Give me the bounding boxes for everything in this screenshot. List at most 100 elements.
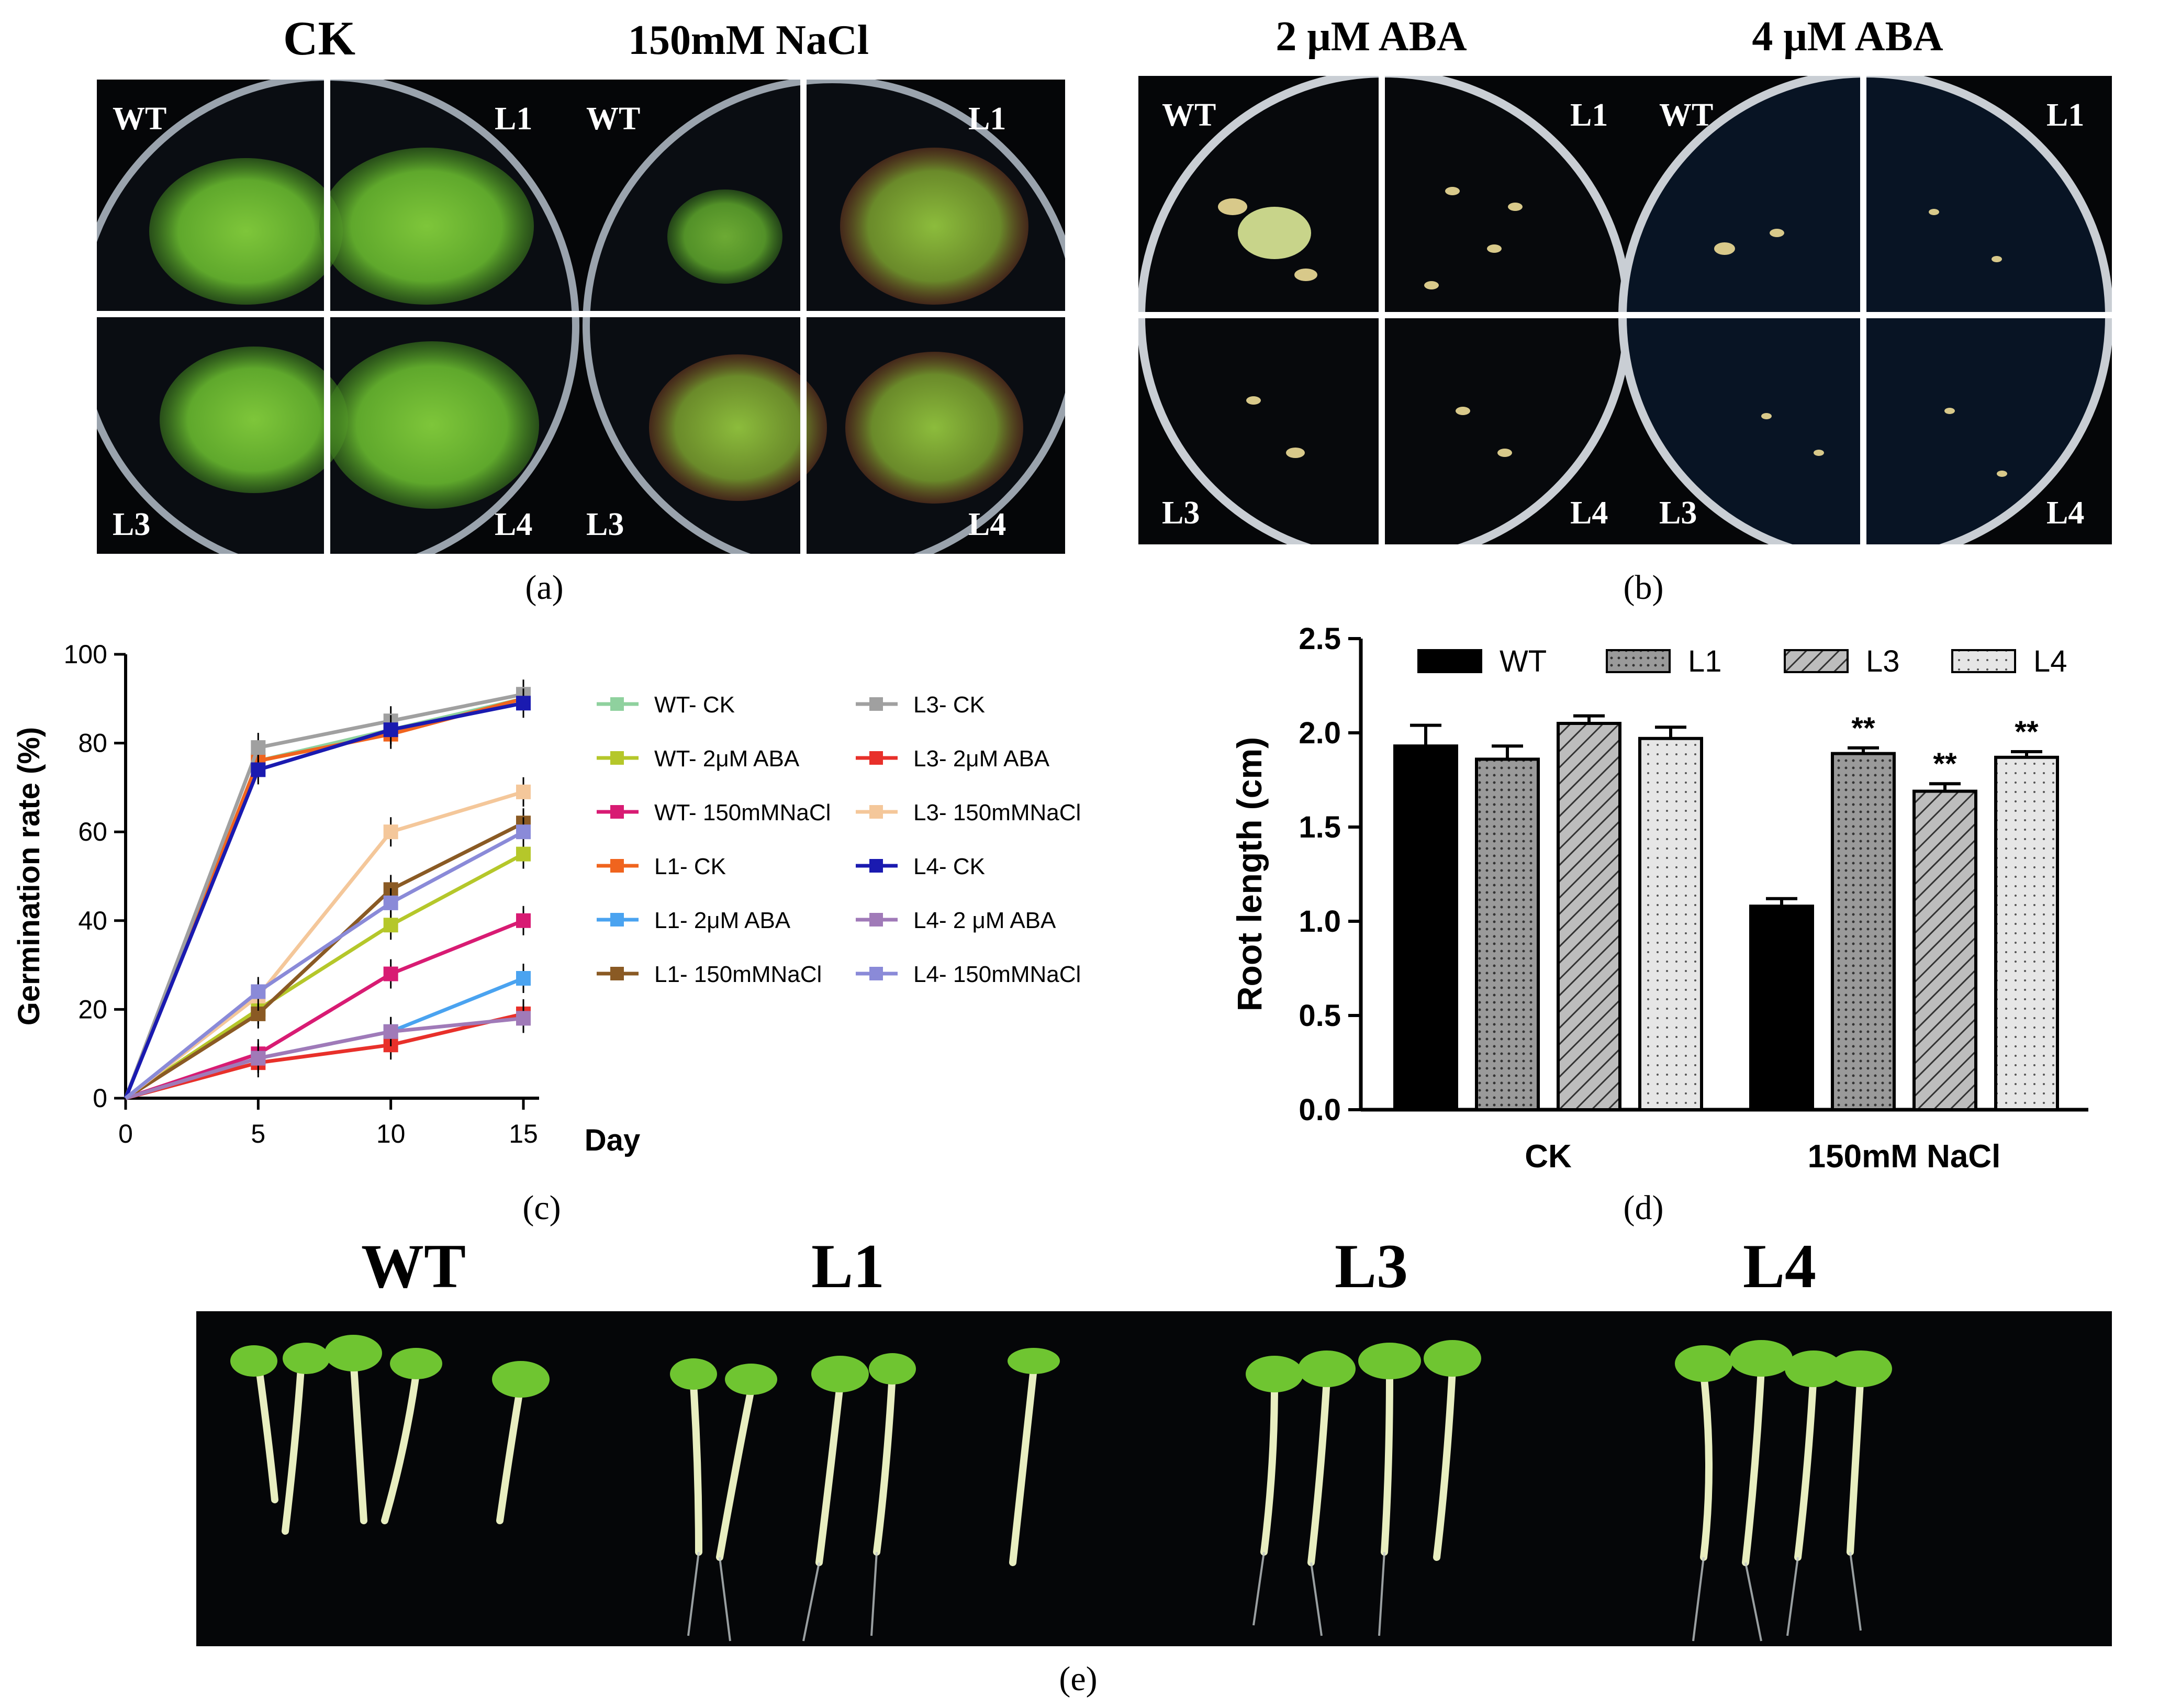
panel-b-title-4aba: 4 μM ABA xyxy=(1752,14,1943,60)
panel-d-legend-swatch xyxy=(1606,649,1671,673)
panel-c-series-line xyxy=(124,697,524,1099)
seedlings-ck-l1 xyxy=(319,148,534,305)
panel-d-legend-swatch xyxy=(1417,649,1482,673)
panel-c-legend-marker xyxy=(869,751,883,765)
panel-d-label: (d) xyxy=(1623,1189,1664,1227)
panel-c-data-point xyxy=(516,696,531,711)
panel-c-data-point xyxy=(383,895,398,910)
panel-a-title-nacl: 150mM NaCl xyxy=(628,17,869,63)
panel-c-x-tick-label: 10 xyxy=(376,1119,406,1148)
panel-d-bar xyxy=(1638,736,1703,1112)
panel-c-data-point xyxy=(251,740,266,755)
panel-c-series-line xyxy=(124,697,524,1099)
panel-c-data-point xyxy=(516,1011,531,1026)
panel-c-y-tick-label: 20 xyxy=(78,995,107,1024)
panel-c-series-line xyxy=(124,701,524,1099)
panel-c-legend-label: WT- CK xyxy=(654,692,735,718)
panel-a-title-ck: CK xyxy=(283,12,355,65)
panel-c-label: (c) xyxy=(522,1189,561,1227)
panel-c-legend-marker xyxy=(869,913,883,926)
panel-c-data-point xyxy=(251,984,266,999)
panel-d-legend-label: L4 xyxy=(2033,644,2067,678)
panel-c-data-point xyxy=(383,824,398,840)
panel-c-series-line xyxy=(125,821,524,1100)
panel-c-legend-marker xyxy=(610,697,624,711)
panel-d-significance: ** xyxy=(2015,715,2039,749)
panel-c-legend-label: L3- CK xyxy=(913,692,985,718)
panel-d-bar xyxy=(1912,789,1977,1112)
panel-d-y-tick-label: 1.0 xyxy=(1299,905,1341,939)
panel-b-seeds xyxy=(1218,187,2007,477)
panel-b-label: (b) xyxy=(1623,568,1664,607)
panel-d-chart: 0.0 0.5 1.0 1.5 2.0 2.5 Root length (cm) CK ** **… xyxy=(1230,622,2088,1175)
panel-c-y-axis-label: Germination rate (%) xyxy=(12,727,46,1025)
panel-d-bar xyxy=(1749,905,1814,1111)
panel-c-data-point xyxy=(383,966,398,981)
panel-c-legend-marker xyxy=(869,697,883,711)
panel-c-x-axis-label: Day xyxy=(585,1123,640,1157)
panel-c-y-tick-label: 80 xyxy=(78,729,107,758)
seedlings-nacl-l4 xyxy=(845,352,1023,504)
panel-c-y-tick-label: 60 xyxy=(78,817,107,846)
panel-c-legend-marker xyxy=(869,859,883,873)
panel-d-category-label: 150mM NaCl xyxy=(1808,1138,2001,1175)
panel-d-legend-swatch xyxy=(1951,649,2016,673)
panel-d-y-axis-label: Root length (cm) xyxy=(1230,737,1269,1011)
panel-a-nacl-l4-label: L4 xyxy=(968,507,1006,542)
panel-c-data-point xyxy=(516,913,531,928)
panel-c-legend-label: L1- 2μM ABA xyxy=(654,908,791,933)
panel-c-legend-label: L3- 2μM ABA xyxy=(913,746,1050,772)
seedlings-nacl-l3 xyxy=(649,354,827,501)
panel-c-x-tick-label: 15 xyxy=(509,1119,538,1148)
panel-b-2aba-wt-label: WT xyxy=(1162,97,1216,133)
panel-d-legend-label: WT xyxy=(1500,644,1547,678)
panel-c-series-line xyxy=(124,692,524,1099)
panel-d-y-tick-label: 1.5 xyxy=(1299,810,1341,844)
panel-c-data-point xyxy=(516,846,531,862)
panel-b-title-2aba: 2 μM ABA xyxy=(1276,14,1467,60)
panel-b-4aba-l1-label: L1 xyxy=(2046,97,2084,133)
panel-c-legend-label: L4- 150mMNaCl xyxy=(913,962,1081,987)
panel-c-chart: 0 20 40 60 80 100 0 5 10 15 Day Germination rate (%… xyxy=(12,640,1081,1157)
panel-c-legend-label: L4- CK xyxy=(913,854,985,879)
panel-d-y-tick-label: 2.5 xyxy=(1299,622,1341,656)
panel-c-x-tick-label: 0 xyxy=(118,1119,133,1148)
panel-a-ck-l1-label: L1 xyxy=(495,101,532,137)
seedlings-ck-wt xyxy=(149,158,343,305)
panel-c-legend-marker xyxy=(610,859,624,873)
panel-a-nacl-wt-label: WT xyxy=(586,101,640,137)
panel-c-series-line xyxy=(125,852,524,1100)
panel-d-y-tick-label: 2.0 xyxy=(1299,716,1341,750)
panel-e-photo xyxy=(196,1311,2112,1646)
panel-b-2aba-l3-label: L3 xyxy=(1162,495,1200,531)
seedling-cotyledons xyxy=(230,1335,1892,1398)
panel-a-nacl-l3-label: L3 xyxy=(586,507,624,542)
panel-c-series-line xyxy=(125,919,524,1100)
panel-c-data-point xyxy=(383,1024,398,1039)
seedlings-ck-l4 xyxy=(325,341,539,509)
panel-a-ck-wt-label: WT xyxy=(113,101,166,137)
panel-a-ck-l3-label: L3 xyxy=(113,507,150,542)
panel-d-category-label: CK xyxy=(1525,1138,1572,1175)
panel-d-bar xyxy=(1557,722,1621,1111)
panel-c-legend-label: WT- 150mMNaCl xyxy=(654,800,831,825)
panel-d-legend-label: L1 xyxy=(1688,644,1722,678)
panel-c-legend-marker xyxy=(869,805,883,819)
panel-d-bar xyxy=(1831,752,1896,1112)
panel-d-significance: ** xyxy=(1933,747,1957,781)
panel-c-data-point xyxy=(251,1051,266,1066)
panel-e-title-l1: L1 xyxy=(811,1231,885,1301)
panel-b-4aba-l4-label: L4 xyxy=(2046,495,2084,531)
panel-c-x-tick-label: 5 xyxy=(251,1119,265,1148)
panel-d-legend-label: L3 xyxy=(1866,644,1900,678)
panel-c-legend-marker xyxy=(869,967,883,980)
panel-b-4aba-l3-label: L3 xyxy=(1659,495,1697,531)
panel-d-bar xyxy=(1393,744,1458,1111)
panel-c-legend-label: L1- 150mMNaCl xyxy=(654,962,822,987)
panel-d-bar xyxy=(1994,755,2059,1111)
panel-c-data-point xyxy=(383,918,398,933)
panel-e-label: (e) xyxy=(1059,1660,1098,1698)
panel-b-2aba-l4-label: L4 xyxy=(1570,495,1608,531)
panel-c-data-point xyxy=(516,824,531,840)
panel-b-photo: WT L1 L3 L4 WT L1 L3 L4 xyxy=(1138,76,2112,544)
